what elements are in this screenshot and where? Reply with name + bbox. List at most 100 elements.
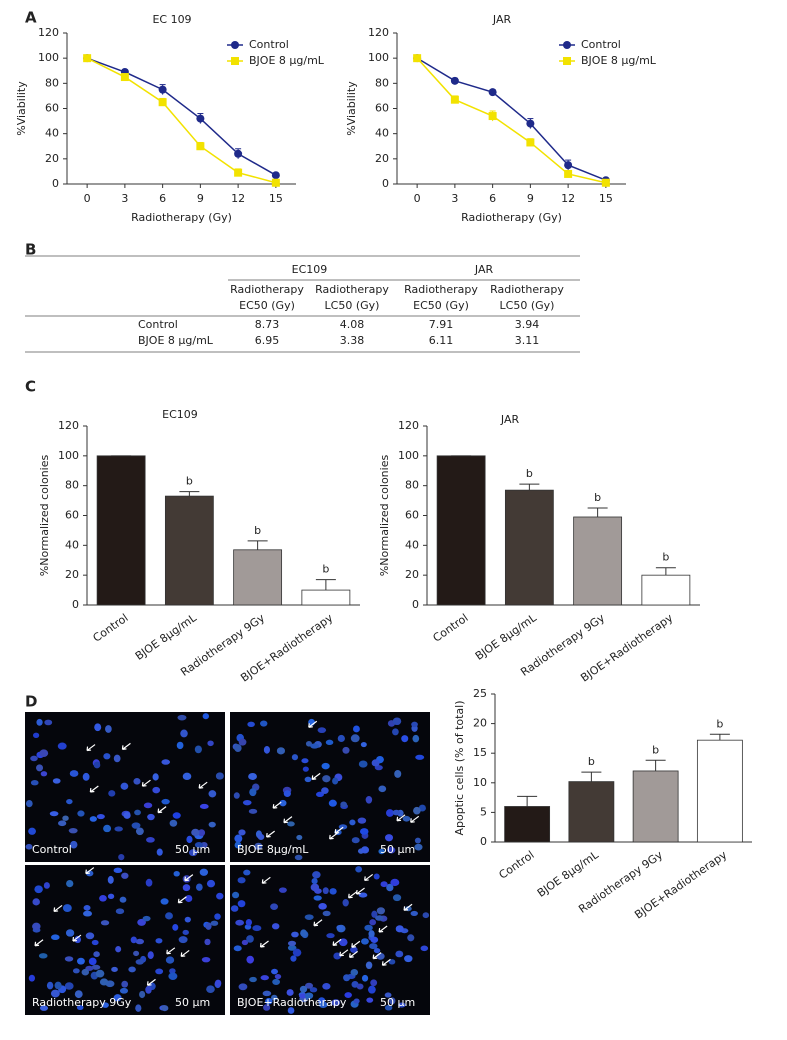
nucleus [410, 910, 418, 916]
x-tick-label: 3 [451, 192, 458, 205]
nucleus [364, 924, 373, 931]
arrow [410, 815, 420, 823]
nucleus [130, 936, 137, 944]
nucleus [355, 866, 363, 873]
x-tick-label: 9 [527, 192, 534, 205]
x-tick-label: 0 [84, 192, 91, 205]
arrow [177, 896, 187, 904]
nucleus [263, 1004, 271, 1011]
nucleus [177, 714, 187, 721]
nucleus [39, 1005, 49, 1011]
marker [158, 98, 167, 107]
y-tick-label: 60 [405, 509, 419, 522]
panel-label: D [25, 693, 37, 711]
nucleus [137, 918, 146, 926]
nucleus [237, 900, 246, 908]
nucleus [208, 821, 216, 828]
nucleus [328, 799, 337, 807]
nucleus [36, 718, 43, 726]
y-tick-label: 100 [398, 449, 419, 462]
nucleus [373, 948, 381, 954]
table-cell: 4.08 [340, 318, 365, 331]
x-tick-label: BJOE 8μg/mL [473, 611, 540, 663]
nucleus [246, 935, 254, 943]
nucleus [395, 950, 404, 958]
y-tick-label: 80 [65, 479, 79, 492]
panel-label: C [25, 378, 36, 396]
nucleus [378, 785, 387, 793]
nucleus [350, 946, 358, 953]
panel-label: A [25, 9, 37, 27]
nucleus [32, 898, 40, 906]
nucleus [376, 952, 385, 960]
series-line [86, 57, 277, 176]
nucleus [271, 968, 278, 975]
nucleus [30, 780, 39, 786]
nucleus [317, 727, 327, 734]
significance-label: b [186, 475, 193, 488]
nucleus [291, 931, 299, 938]
nucleus [38, 953, 48, 959]
nucleus [173, 870, 180, 877]
marker [413, 54, 422, 63]
nucleus [100, 920, 110, 926]
nucleus [292, 948, 302, 957]
y-tick-label: 120 [38, 26, 59, 39]
micrograph-label: Radiotherapy 9Gy [32, 996, 132, 1009]
y-tick-label: 100 [58, 449, 79, 462]
nucleus [25, 799, 33, 808]
nucleus [46, 981, 54, 990]
y-tick-label: 25 [473, 687, 487, 700]
marker [601, 178, 610, 187]
nucleus [384, 1004, 393, 1011]
nucleus [182, 884, 191, 892]
x-tick-label: 12 [561, 192, 575, 205]
nucleus [230, 905, 239, 912]
nucleus [91, 964, 101, 970]
significance-label: b [652, 743, 659, 756]
series-line [416, 57, 607, 181]
bar [568, 781, 615, 843]
arrow [332, 938, 342, 946]
nucleus [142, 915, 151, 922]
y-tick-label: 120 [58, 419, 79, 432]
nucleus [411, 721, 418, 728]
nucleus [128, 966, 136, 973]
nucleus [39, 749, 49, 758]
nucleus [107, 893, 115, 900]
micrograph: Radiotherapy 9Gy 50 μm [25, 865, 225, 1015]
nucleus [143, 802, 153, 809]
nucleus [392, 728, 399, 736]
bar [632, 770, 679, 843]
marker [83, 54, 92, 63]
nucleus [234, 834, 243, 843]
table-cell: 6.11 [429, 334, 454, 347]
nucleus [134, 809, 141, 816]
y-tick-label: 100 [368, 51, 389, 64]
bar [573, 516, 623, 606]
nucleus [300, 929, 307, 937]
y-tick-label: 80 [405, 479, 419, 492]
arrow [141, 779, 151, 787]
nucleus [123, 812, 131, 819]
y-tick-label: 120 [398, 419, 419, 432]
nucleus [420, 945, 429, 952]
table-column-header: EC50 (Gy) [413, 299, 469, 312]
nucleus [252, 925, 262, 932]
nucleus [201, 956, 211, 963]
arrow [180, 949, 190, 958]
nucleus [160, 898, 169, 905]
nucleus [49, 811, 59, 817]
nucleus [169, 819, 178, 827]
nucleus [238, 829, 246, 836]
nucleus [83, 910, 92, 917]
table-column-header: LC50 (Gy) [500, 299, 555, 312]
arrow [311, 772, 321, 780]
nucleus [161, 1005, 169, 1012]
nucleus [199, 868, 209, 876]
bar [96, 455, 146, 606]
nucleus [111, 966, 118, 972]
nucleus [208, 790, 217, 798]
nucleus [358, 892, 368, 898]
nucleus [413, 806, 421, 815]
